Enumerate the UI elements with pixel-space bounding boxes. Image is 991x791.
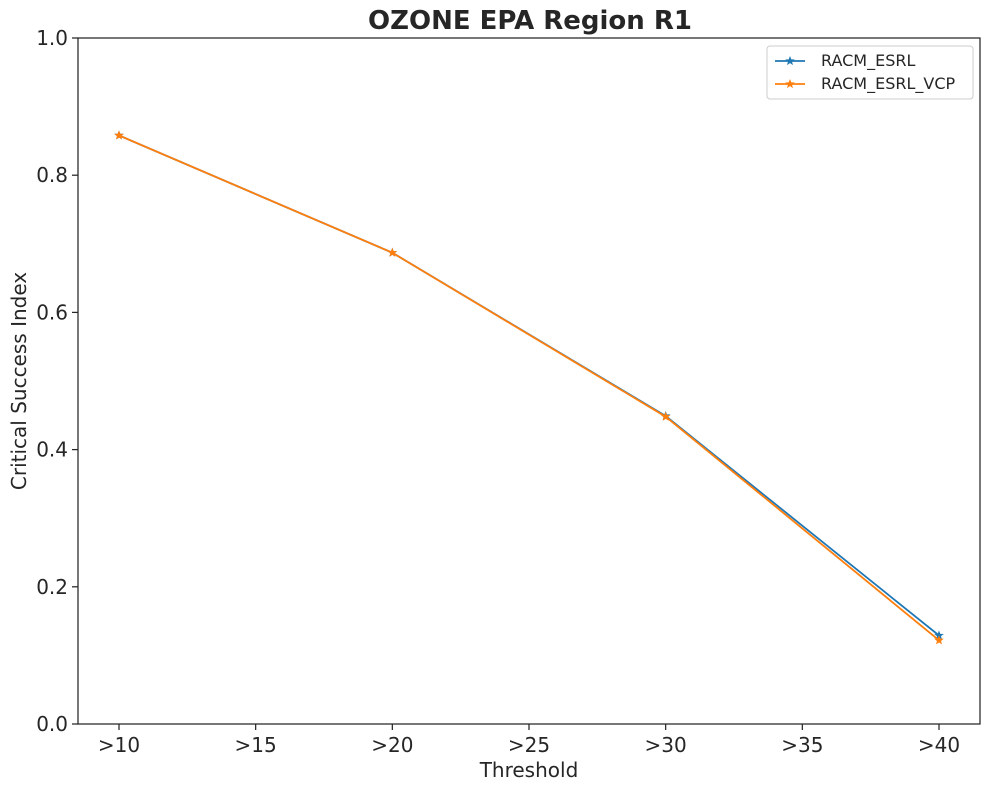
x-tick-label: >25: [508, 733, 550, 757]
x-tick-label: >10: [98, 733, 140, 757]
plot-area: [77, 37, 981, 725]
y-tick-label: 0.6: [36, 300, 68, 324]
x-tick-label: >35: [781, 733, 823, 757]
legend-marker: [785, 78, 795, 89]
y-axis: 0.0 0.2 0.4 0.6 0.8 1.0: [36, 26, 78, 736]
series-line: [118, 134, 940, 642]
data-point: [660, 411, 671, 421]
x-tick-label: >15: [235, 733, 277, 757]
x-axis-label: Threshold: [479, 758, 579, 782]
legend-label: RACM_ESRL: [821, 51, 915, 71]
x-tick-label: >40: [918, 733, 960, 757]
data-point: [387, 247, 398, 257]
legend-label: RACM_ESRL_VCP: [821, 74, 956, 94]
x-axis: >10 >15 >20 >25 >30 >35 >40: [98, 724, 960, 757]
legend-item: RACM_ESRL_VCP: [775, 74, 956, 94]
y-tick-label: 0.8: [36, 163, 68, 187]
legend: RACM_ESRL RACM_ESRL_VCP: [766, 45, 974, 100]
series-racm-esrl-vcp: [114, 130, 944, 645]
series-racm-esrl: [114, 130, 944, 640]
legend-item: RACM_ESRL: [775, 51, 915, 71]
y-tick-label: 0.4: [36, 438, 68, 462]
series-line: [118, 134, 940, 637]
data-point: [934, 635, 944, 645]
x-tick-label: >20: [371, 733, 413, 757]
legend-box: [766, 45, 974, 100]
y-tick-label: 1.0: [36, 26, 68, 50]
chart-title: OZONE EPA Region R1: [368, 6, 692, 36]
series-layer: [114, 130, 944, 645]
legend-marker: [785, 55, 795, 66]
y-tick-label: 0.0: [36, 712, 68, 736]
data-point: [114, 130, 124, 140]
x-tick-label: >30: [645, 733, 687, 757]
y-tick-label: 0.2: [36, 575, 68, 599]
y-axis-label: Critical Success Index: [7, 272, 31, 490]
